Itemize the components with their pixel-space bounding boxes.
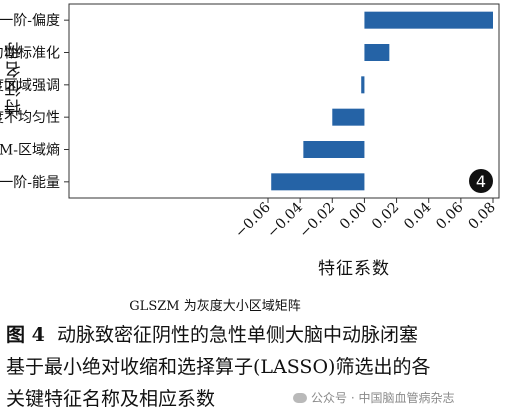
y-tick-labels: 一阶-偏度 GLSZM-尺寸区非均匀性标准化 GLSZM-低灰度区域强调 GLSZM-… xyxy=(0,13,69,191)
bar-6 xyxy=(271,173,365,191)
y-tick-label: GLSZM-灰度不均匀性 xyxy=(0,110,60,126)
y-tick-label: 一阶-偏度 xyxy=(0,13,60,29)
caption-text-1: 动脉致密征阴性的急性单侧大脑中动脉闭塞 xyxy=(56,324,418,346)
x-axis-title: 特征系数 xyxy=(318,259,390,279)
x-tick-group: −0.06−0.04−0.020.000.020.040.060.08 xyxy=(232,198,499,241)
y-tick-label: GLSZM-尺寸区非均匀性标准化 xyxy=(0,46,60,62)
bar-4 xyxy=(332,108,365,126)
x-tick-label: 0.00 xyxy=(337,200,370,233)
caption-line-1: 图 4 动脉致密征阴性的急性单侧大脑中动脉闭塞 xyxy=(6,323,418,347)
watermark-text: 公众号 · 中国脑血管病杂志 xyxy=(311,391,455,405)
plot-frame xyxy=(68,3,500,199)
y-tick-label: 一阶-能量 xyxy=(0,175,60,191)
figure-footnote: GLSZM 为灰度大小区域矩阵 xyxy=(129,299,301,314)
x-tick-label: −0.02 xyxy=(296,200,338,242)
bar-1 xyxy=(364,11,493,29)
y-tick-label: GLSZM-低灰度区域强调 xyxy=(0,78,60,94)
coefficient-chart: 一阶-偏度 GLSZM-尺寸区非均匀性标准化 GLSZM-低灰度区域强调 GLSZM-… xyxy=(0,3,500,241)
watermark: 公众号 · 中国脑血管病杂志 xyxy=(293,389,454,406)
x-tick-label: 0.06 xyxy=(433,199,466,232)
caption-line-2: 基于最小绝对收缩和选择算子(LASSO)筛选出的各 xyxy=(6,356,431,378)
panel-badge: 4 xyxy=(469,169,493,193)
y-tick-label: GLSZM-区域熵 xyxy=(0,143,60,159)
x-tick-label: 0.02 xyxy=(369,200,402,233)
y-axis-title: 特征名称 xyxy=(5,40,25,116)
x-tick-label: −0.04 xyxy=(264,199,306,241)
panel-badge-text: 4 xyxy=(476,172,486,191)
bars-group xyxy=(271,11,493,191)
caption-line-3: 关键特征名称及相应系数 xyxy=(6,388,216,410)
caption-label: 图 4 xyxy=(6,324,45,346)
x-tick-label: 0.08 xyxy=(465,200,498,233)
bar-5 xyxy=(303,141,365,158)
bar-3 xyxy=(361,76,365,94)
x-tick-label: 0.04 xyxy=(401,199,434,232)
wechat-icon xyxy=(293,393,307,403)
x-tick-label: −0.06 xyxy=(232,199,274,241)
bar-2 xyxy=(364,44,390,61)
